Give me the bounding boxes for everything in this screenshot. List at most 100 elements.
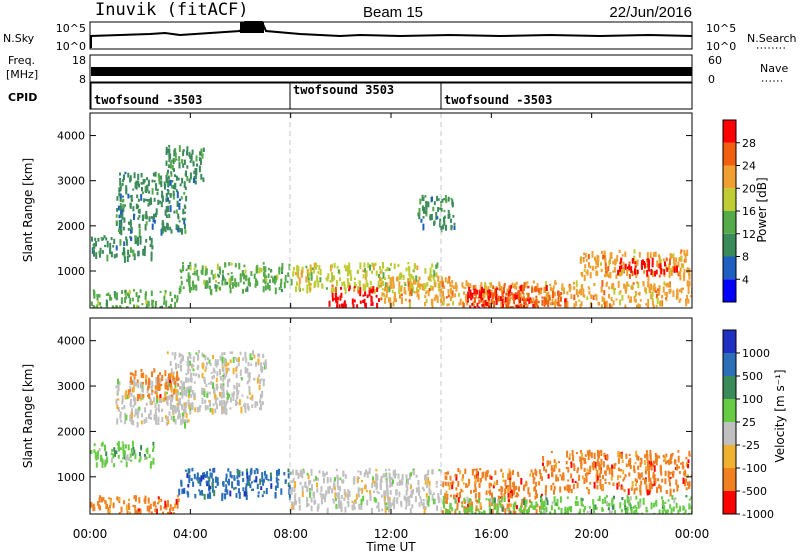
data-cell	[398, 479, 401, 486]
data-cell	[216, 386, 219, 389]
data-cell	[454, 293, 457, 298]
data-cell	[189, 369, 192, 372]
data-cell	[114, 294, 117, 299]
data-cell	[283, 281, 286, 289]
data-cell	[122, 226, 125, 231]
data-cell	[219, 268, 222, 275]
data-cell	[649, 455, 652, 460]
data-cell	[525, 281, 528, 285]
data-cell	[484, 303, 487, 308]
data-cell	[391, 482, 393, 487]
data-cell	[181, 159, 184, 164]
data-cell	[165, 160, 168, 166]
data-cell	[379, 270, 382, 275]
data-cell	[153, 219, 156, 224]
data-cell	[164, 415, 167, 419]
data-cell	[175, 224, 178, 230]
data-cell	[278, 266, 281, 272]
data-cell	[530, 299, 533, 304]
data-cell	[302, 288, 305, 291]
data-cell	[509, 493, 512, 499]
data-cell	[551, 302, 554, 306]
data-cell	[631, 286, 634, 289]
data-cell	[518, 486, 520, 492]
data-cell	[206, 471, 209, 477]
data-cell	[108, 508, 111, 514]
data-cell	[560, 292, 563, 296]
data-cell	[163, 226, 166, 232]
data-cell	[545, 485, 548, 488]
data-cell	[241, 270, 244, 277]
data-cell	[384, 474, 387, 477]
data-cell	[229, 490, 232, 497]
data-cell	[400, 285, 403, 289]
data-cell	[295, 500, 298, 505]
data-cell	[630, 487, 633, 491]
data-cell	[484, 471, 487, 478]
data-cell	[133, 304, 135, 308]
data-cell	[331, 297, 334, 302]
data-cell	[163, 295, 166, 301]
data-cell	[666, 282, 669, 288]
data-cell	[557, 477, 560, 482]
data-cell	[226, 480, 229, 484]
data-cell	[561, 287, 564, 291]
data-cell	[539, 473, 542, 480]
data-cell	[256, 264, 259, 269]
data-cell	[179, 183, 182, 187]
data-cell	[347, 271, 349, 277]
data-cell	[176, 506, 179, 509]
data-cell	[239, 277, 242, 283]
data-cell	[130, 418, 133, 425]
data-cell	[135, 495, 137, 500]
colorbar-swatch	[723, 142, 736, 166]
data-cell	[157, 416, 160, 421]
data-cell	[137, 305, 140, 308]
data-cell	[408, 299, 411, 303]
data-cell	[482, 288, 485, 294]
data-cell	[353, 286, 356, 289]
data-cell	[449, 475, 452, 481]
data-cell	[138, 295, 141, 298]
data-cell	[127, 227, 130, 231]
data-cell	[169, 384, 172, 388]
data-cell	[590, 294, 593, 297]
data-cell	[330, 288, 333, 293]
data-cell	[182, 262, 184, 265]
data-cell	[223, 402, 226, 409]
data-cell	[177, 177, 180, 181]
data-cell	[610, 304, 613, 308]
data-cell	[642, 497, 645, 505]
data-cell	[166, 148, 169, 153]
y-tick-label: 1000	[57, 265, 85, 278]
data-cell	[236, 382, 238, 385]
data-cell	[239, 369, 242, 376]
data-cell	[351, 298, 354, 305]
data-cell	[439, 222, 442, 228]
data-cell	[557, 461, 560, 464]
data-cell	[100, 496, 103, 503]
data-cell	[238, 488, 240, 492]
data-cell	[473, 289, 476, 295]
data-cell	[468, 506, 471, 513]
data-cell	[138, 214, 141, 218]
data-cell	[273, 275, 276, 279]
data-cell	[522, 293, 525, 296]
data-cell	[488, 289, 491, 295]
data-cell	[209, 407, 212, 413]
data-cell	[680, 287, 683, 294]
data-cell	[110, 457, 113, 464]
data-cell	[161, 195, 164, 202]
colorbar-tick-label: 100	[742, 393, 763, 406]
data-cell	[138, 183, 140, 188]
data-cell	[451, 295, 454, 298]
data-cell	[394, 292, 396, 300]
data-cell	[190, 377, 193, 383]
data-cell	[134, 238, 137, 244]
data-cell	[502, 296, 505, 300]
data-cell	[554, 280, 557, 286]
data-cell	[133, 382, 136, 387]
data-cell	[459, 298, 462, 305]
data-cell	[413, 269, 416, 272]
data-cell	[370, 507, 373, 514]
